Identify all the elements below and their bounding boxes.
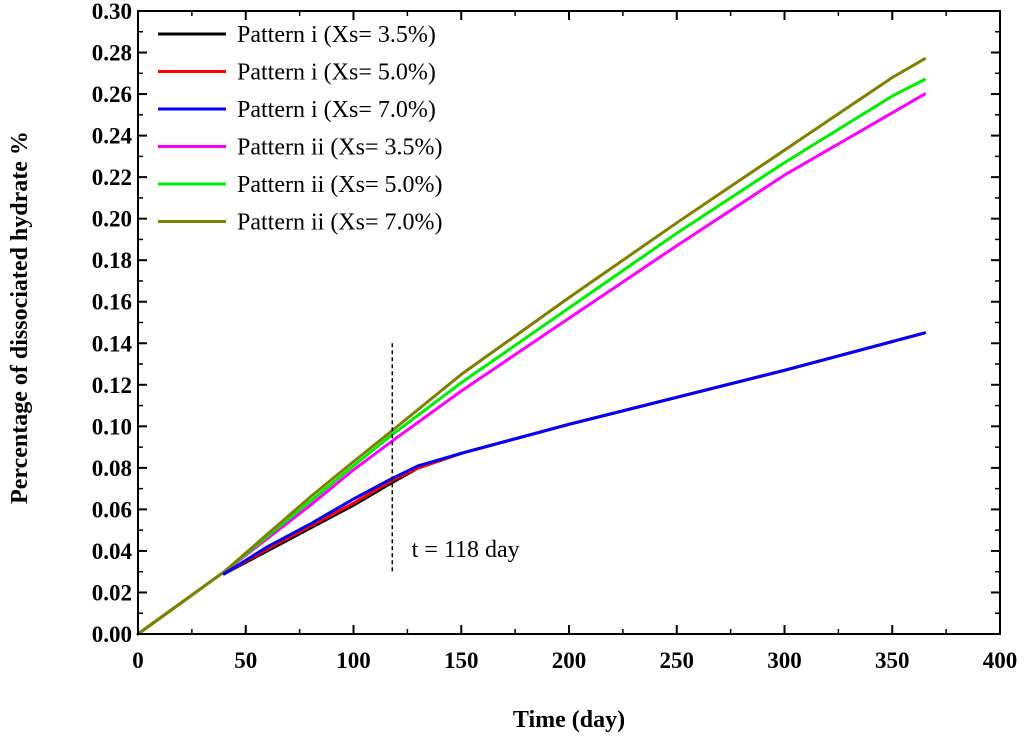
y-tick-label: 0.02 — [92, 580, 132, 605]
y-tick-label: 0.24 — [92, 124, 133, 149]
y-tick-label: 0.28 — [92, 41, 132, 66]
axis-layer: 0 50 100 150 200 250 300 350 400 0.00 0.02 0.04 0.06… — [92, 0, 1018, 673]
legend-label: Pattern i (Xs= 5.0%) — [237, 60, 436, 86]
annotation-label: t = 118 day — [412, 537, 520, 563]
legend-label: Pattern i (Xs= 7.0%) — [237, 97, 436, 123]
x-axis-title: Time (day) — [513, 707, 625, 733]
x-tick-label: 150 — [444, 648, 479, 673]
y-tick-label: 0.16 — [92, 290, 132, 315]
y-tick-label: 0.06 — [92, 497, 132, 522]
y-tick-label: 0.04 — [92, 539, 133, 564]
x-tick-label: 0 — [132, 648, 144, 673]
y-tick-label: 0.12 — [92, 373, 132, 398]
y-tick-label: 0.26 — [92, 82, 132, 107]
x-tick-label: 200 — [552, 648, 587, 673]
y-tick-label: 0.10 — [92, 414, 132, 439]
legend: Pattern i (Xs= 3.5%) Pattern i (Xs= 5.0%)… — [158, 22, 443, 236]
x-tick-label: 350 — [875, 648, 910, 673]
y-tick-label: 0.08 — [92, 456, 132, 481]
legend-label: Pattern ii (Xs= 7.0%) — [237, 210, 443, 236]
legend-label: Pattern ii (Xs= 5.0%) — [237, 172, 443, 198]
y-tick-label: 0.30 — [92, 0, 132, 24]
series-line-2 — [222, 331, 927, 576]
legend-label: Pattern i (Xs= 3.5%) — [237, 22, 436, 48]
x-tick-label: 50 — [234, 648, 257, 673]
y-tick-label: 0.20 — [92, 207, 132, 232]
y-tick-label: 0.00 — [92, 622, 132, 647]
series-line-1 — [222, 331, 927, 576]
annotation-layer: t = 118 day — [391, 343, 520, 572]
y-tick-label: 0.14 — [92, 331, 133, 356]
x-tick-label: 300 — [767, 648, 802, 673]
y-tick-label: 0.18 — [92, 248, 132, 273]
x-tick-label: 100 — [336, 648, 371, 673]
y-axis-title: Percentage of dissociated hydrate % — [7, 131, 33, 504]
series-line-3 — [222, 331, 927, 576]
x-tick-label: 400 — [983, 648, 1018, 673]
legend-label: Pattern ii (Xs= 3.5%) — [237, 135, 443, 161]
y-tick-label: 0.22 — [92, 165, 132, 190]
x-tick-label: 250 — [660, 648, 695, 673]
